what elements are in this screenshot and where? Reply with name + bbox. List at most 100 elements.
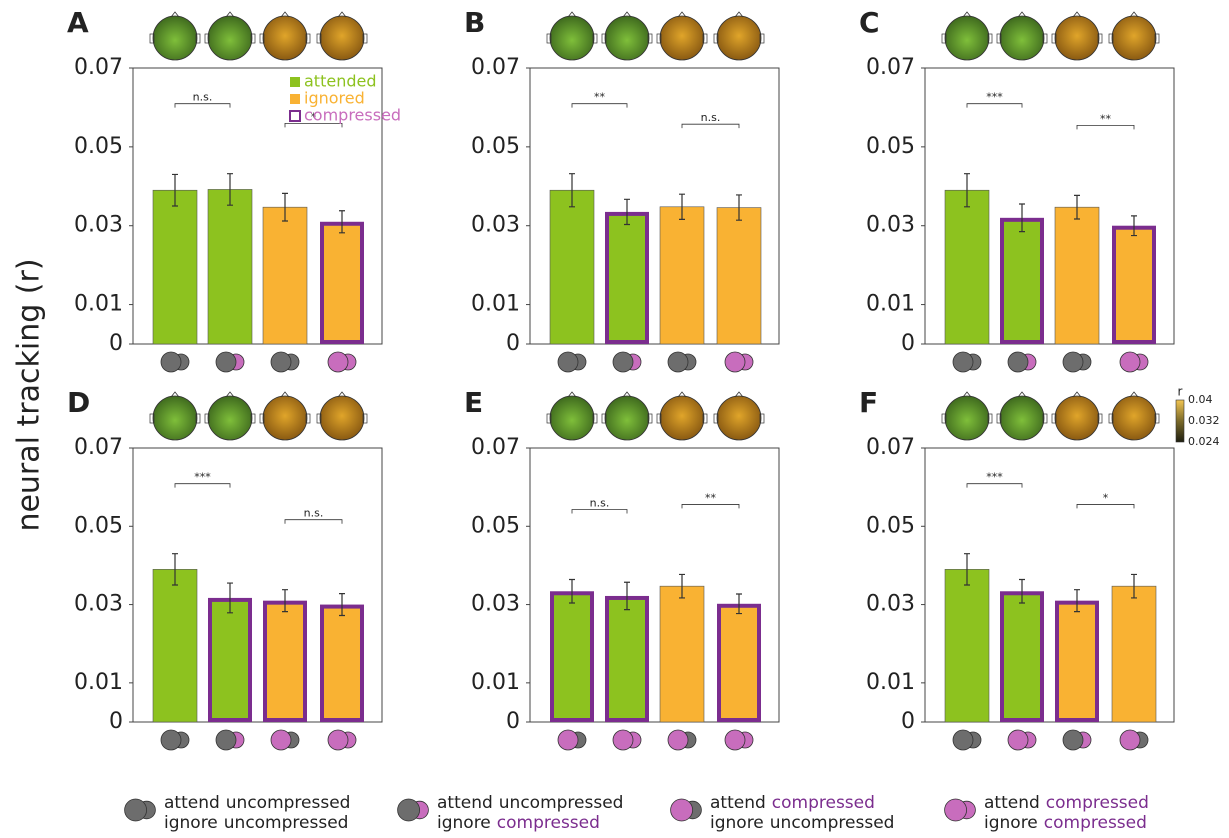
significance-label: ** [705, 491, 717, 504]
topomap [153, 16, 197, 60]
condition-icon-front [558, 352, 578, 372]
condition-icon-front [671, 799, 693, 821]
condition-icon-front [216, 730, 236, 750]
condition-icon-front [398, 799, 420, 821]
condition-icon-front [328, 730, 348, 750]
significance-bracket [572, 510, 627, 514]
condition-icon-front [953, 730, 973, 750]
bar [550, 190, 594, 344]
legend-swatch [290, 94, 300, 104]
topomap [945, 396, 989, 440]
y-tick-label: 0.03 [471, 213, 520, 238]
significance-bracket [682, 124, 739, 128]
topomap [1112, 396, 1156, 440]
y-tick-label: 0 [506, 709, 520, 734]
bar [1057, 603, 1097, 720]
bar [607, 214, 647, 342]
significance-label: n.s. [193, 91, 213, 104]
colorbar-title: r [1178, 385, 1183, 399]
topomap [605, 16, 649, 60]
topomap [1000, 16, 1044, 60]
significance-bracket [1077, 125, 1134, 129]
condition-icon-front [161, 730, 181, 750]
y-tick-label: 0.03 [866, 592, 915, 617]
y-tick-label: 0.07 [866, 55, 915, 80]
topomap [717, 16, 761, 60]
legend-verb: attend [710, 793, 766, 813]
y-tick-label: 0.05 [866, 513, 915, 538]
panel-letter: E [464, 386, 483, 419]
y-tick-label: 0.01 [74, 292, 123, 317]
bar [660, 207, 704, 344]
y-tick-label: 0.01 [866, 670, 915, 695]
legend-object: uncompressed [770, 813, 895, 833]
y-tick-label: 0.05 [471, 513, 520, 538]
topomap [605, 396, 649, 440]
legend-verb: attend [164, 793, 220, 813]
y-tick-label: 0.03 [74, 213, 123, 238]
y-tick-label: 0.07 [471, 55, 520, 80]
significance-bracket [967, 104, 1022, 108]
legend-entry: attendcompressed [710, 793, 875, 813]
bar [322, 607, 362, 720]
legend-entry: ignorecompressed [437, 813, 600, 833]
y-tick-label: 0.05 [866, 134, 915, 159]
topomap [320, 16, 364, 60]
bar [322, 224, 362, 342]
condition-icon-front [725, 730, 745, 750]
condition-icon-front [1120, 730, 1140, 750]
significance-label: ** [594, 91, 606, 104]
topomap [660, 16, 704, 60]
bar [1055, 207, 1099, 344]
legend-verb: attend [437, 793, 493, 813]
significance-label: n.s. [590, 497, 610, 510]
legend-entry: attenduncompressed [164, 793, 350, 813]
y-tick-label: 0.07 [74, 435, 123, 460]
legend-entry: ignore compressed [984, 813, 1147, 833]
topomap [550, 396, 594, 440]
significance-bracket [572, 104, 627, 108]
legend-entry: ignore uncompressed [710, 813, 894, 833]
y-tick-label: 0.07 [74, 55, 123, 80]
y-tick-label: 0.05 [74, 513, 123, 538]
bar [1112, 586, 1156, 722]
condition-icon-front [668, 352, 688, 372]
legend-label: compressed [304, 106, 401, 125]
colorbar-tick-label: 0.032 [1188, 414, 1220, 427]
y-tick-label: 0.07 [866, 435, 915, 460]
bar [1114, 228, 1154, 342]
topomap [263, 396, 307, 440]
condition-icon-front [1008, 352, 1028, 372]
topomap [717, 396, 761, 440]
legend-verb: ignore [984, 813, 1038, 833]
condition-icon-front [1120, 352, 1140, 372]
panel-letter: B [464, 6, 485, 39]
condition-icon-front [1008, 730, 1028, 750]
bar [210, 600, 250, 720]
bar [717, 208, 761, 344]
legend-object: uncompressed [224, 813, 349, 833]
topomap [153, 396, 197, 440]
legend-verb: ignore [710, 813, 764, 833]
condition-icon-front [953, 352, 973, 372]
condition-icon-front [1063, 352, 1083, 372]
y-tick-label: 0 [901, 709, 915, 734]
bar [153, 569, 197, 722]
topomap [550, 16, 594, 60]
significance-bracket [1077, 504, 1134, 508]
y-tick-label: 0.05 [74, 134, 123, 159]
legend-object: compressed [1044, 813, 1147, 833]
topomap [1055, 396, 1099, 440]
condition-icon-front [558, 730, 578, 750]
significance-bracket [967, 484, 1022, 488]
significance-bracket [175, 484, 230, 488]
y-tick-label: 0.01 [74, 670, 123, 695]
topomap [208, 16, 252, 60]
colorbar-tick-label: 0.04 [1188, 393, 1213, 406]
legend-object: compressed [1046, 793, 1149, 813]
y-tick-label: 0.05 [471, 134, 520, 159]
y-tick-label: 0.01 [471, 670, 520, 695]
legend-swatch [290, 111, 300, 121]
